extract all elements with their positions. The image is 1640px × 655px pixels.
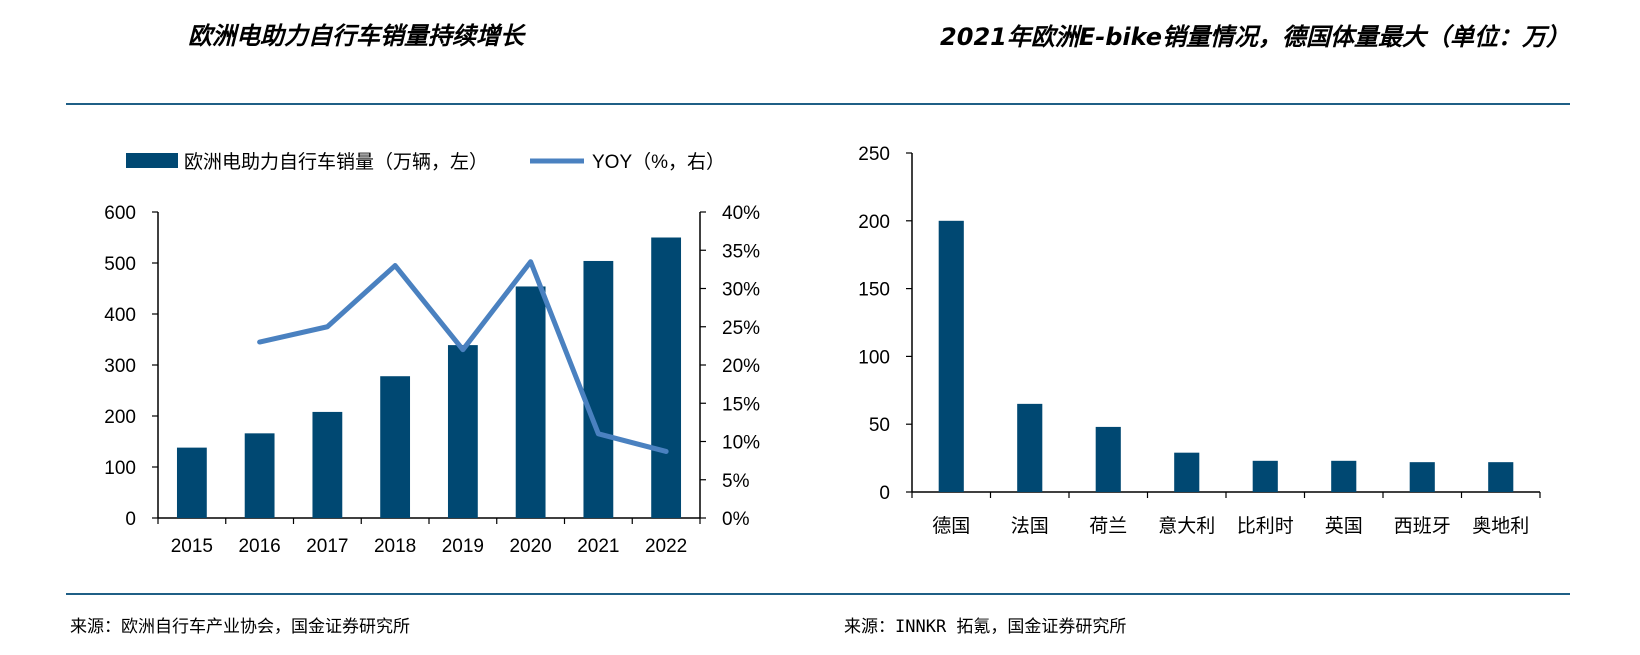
legend-bar-label: 欧洲电助力自行车销量（万辆，左） [184,151,488,173]
sales-bar-2016 [244,433,275,518]
x-tick-label: 奥地利 [1472,515,1529,537]
x-tick-label: 意大利 [1158,515,1215,537]
yoy-point-2020 [529,260,532,263]
country-bar-英国 [1331,460,1357,492]
sales-bar-2021 [583,260,614,518]
chart-axes: 0 50 100 150 200 250 德国 法国 荷兰 意大利 比利时 英国 西班牙 奥地利 [858,144,1541,537]
country-bar-意大利 [1174,452,1200,492]
country-bar-德国 [938,220,964,493]
left-source-note: 来源：欧洲自行车产业协会，国金证券研究所 [70,617,410,637]
y-tick-label: 250 [858,144,890,165]
yoy-point-2016 [258,341,261,344]
x-tick-label: 西班牙 [1394,515,1451,537]
y-tick-label: 150 [858,280,890,301]
x-tick-label: 2021 [577,536,619,557]
legend-line-label: YOY（%，右） [592,151,725,173]
left-y-tick-label: 200 [104,407,136,428]
x-tick-label: 2015 [171,536,213,557]
y-tick-label: 50 [869,415,890,436]
left-y-tick-label: 100 [104,458,136,479]
y-tick-label: 200 [858,212,890,233]
country-bar-西班牙 [1409,462,1435,492]
left-y-tick-label: 300 [104,356,136,377]
left-y-tick-label: 600 [104,203,136,224]
x-tick-label: 英国 [1325,515,1363,537]
x-tick-label: 比利时 [1237,515,1294,537]
yoy-point-2019 [461,348,464,351]
sales-bar-series [176,237,682,518]
x-tick-label: 2018 [374,536,416,557]
right-y-tick-label: 30% [722,280,760,301]
sales-bar-2022 [651,237,682,518]
right-y-tick-label: 35% [722,241,760,262]
left-y-tick-label: 400 [104,305,136,326]
right-y-tick-label: 10% [722,433,760,454]
top-divider [66,103,1570,105]
sales-bar-2018 [380,376,411,518]
country-bar-荷兰 [1095,426,1121,492]
chart-legend: 欧洲电助力自行车销量（万辆，左） YOY（%，右） [126,151,725,173]
sales-bar-2017 [312,411,343,518]
right-y-tick-label: 40% [722,203,760,224]
sales-bar-2015 [176,447,207,518]
right-y-tick-label: 15% [722,394,760,415]
yoy-point-2022 [665,450,668,453]
sales-bar-2020 [515,286,546,518]
right-y-tick-label: 5% [722,471,750,492]
x-tick-label: 2017 [306,536,348,557]
x-tick-label: 荷兰 [1089,515,1127,537]
left-y-tick-label: 500 [104,254,136,275]
right-chart-title: 2021年欧洲E-bike销量情况，德国体量最大（单位：万） [940,23,1570,51]
x-tick-label: 德国 [932,515,970,537]
yoy-point-2017 [326,325,329,328]
sales-yoy-combo-chart: 欧洲电助力自行车销量（万辆，左） YOY（%，右） 0 100 200 300 400 50… [104,151,760,557]
left-chart-title: 欧洲电助力自行车销量持续增长 [188,22,524,50]
left-y-tick-label: 0 [125,509,136,530]
bottom-divider [66,593,1570,595]
x-tick-label: 2022 [645,536,687,557]
sales-bar-2019 [447,345,478,518]
x-tick-label: 法国 [1011,515,1049,537]
y-tick-label: 100 [858,347,890,368]
x-tick-label: 2016 [238,536,280,557]
country-sales-bar-chart: 0 50 100 150 200 250 德国 法国 荷兰 意大利 比利时 英国 西班牙 奥地利 [858,144,1541,537]
y-tick-label: 0 [879,483,890,504]
yoy-line-series [257,259,669,454]
country-bar-法国 [1017,403,1043,492]
country-bar-比利时 [1252,460,1278,492]
x-tick-label: 2019 [442,536,484,557]
right-y-tick-label: 0% [722,509,750,530]
country-bar-奥地利 [1488,462,1514,492]
right-y-tick-label: 25% [722,318,760,339]
right-y-tick-label: 20% [722,356,760,377]
yoy-point-2021 [597,432,600,435]
right-source-note: 来源：INNKR 拓氪，国金证券研究所 [844,617,1127,637]
yoy-point-2018 [394,264,397,267]
x-tick-label: 2020 [509,536,551,557]
legend-bar-swatch [126,153,178,168]
country-bar-series [938,220,1514,493]
